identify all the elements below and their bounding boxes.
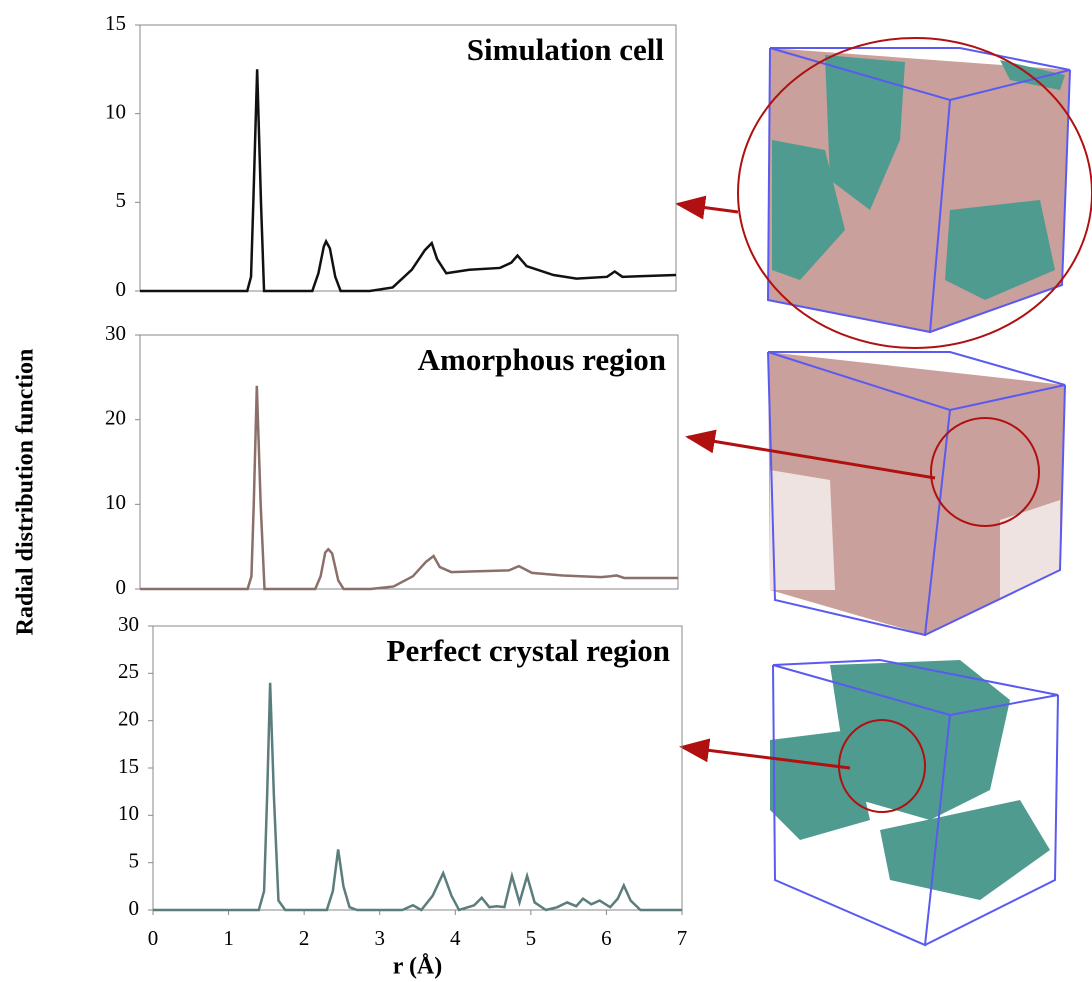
plot-frame	[139, 334, 679, 590]
plot-frame	[152, 625, 683, 911]
cube-amorphous	[767, 351, 1066, 637]
y-tick-label: 5	[129, 848, 140, 872]
plot-frame	[139, 24, 677, 292]
x-tick-label: 3	[374, 926, 385, 950]
y-axis-label: Radial distribution function	[13, 349, 39, 636]
y-tick-label: 20	[118, 706, 139, 730]
cube-simulation-cell	[737, 37, 1092, 349]
y-tick-label: 25	[118, 659, 139, 683]
panel-title: Amorphous region	[418, 342, 666, 377]
y-tick-label: 15	[105, 11, 126, 35]
rdf-line	[153, 682, 682, 912]
y-tick-label: 10	[105, 490, 126, 514]
y-tick-label: 10	[105, 99, 126, 123]
y-tick-label: 0	[116, 277, 127, 301]
x-axis-label: r (Å)	[393, 954, 443, 980]
x-tick-label: 2	[299, 926, 310, 950]
y-tick-label: 15	[118, 754, 139, 778]
x-tick-label: 5	[526, 926, 537, 950]
y-tick-label: 20	[105, 405, 126, 429]
rdf-line	[140, 69, 677, 293]
x-tick-label: 0	[148, 926, 159, 950]
y-tick-label: 5	[116, 188, 127, 212]
rdf-line	[140, 385, 678, 591]
cube-crystal	[770, 658, 1059, 947]
x-tick-label: 1	[223, 926, 234, 950]
x-tick-label: 4	[450, 926, 461, 950]
x-tick-label: 6	[601, 926, 612, 950]
y-tick-label: 0	[129, 896, 140, 920]
arrows	[675, 195, 936, 770]
y-tick-label: 30	[118, 612, 139, 636]
x-tick-label: 7	[677, 926, 688, 950]
panel-title: Perfect crystal region	[387, 633, 670, 668]
panel-title: Simulation cell	[467, 32, 665, 67]
y-tick-label: 10	[118, 801, 139, 825]
y-tick-label: 30	[105, 321, 126, 345]
y-tick-label: 0	[116, 575, 127, 599]
